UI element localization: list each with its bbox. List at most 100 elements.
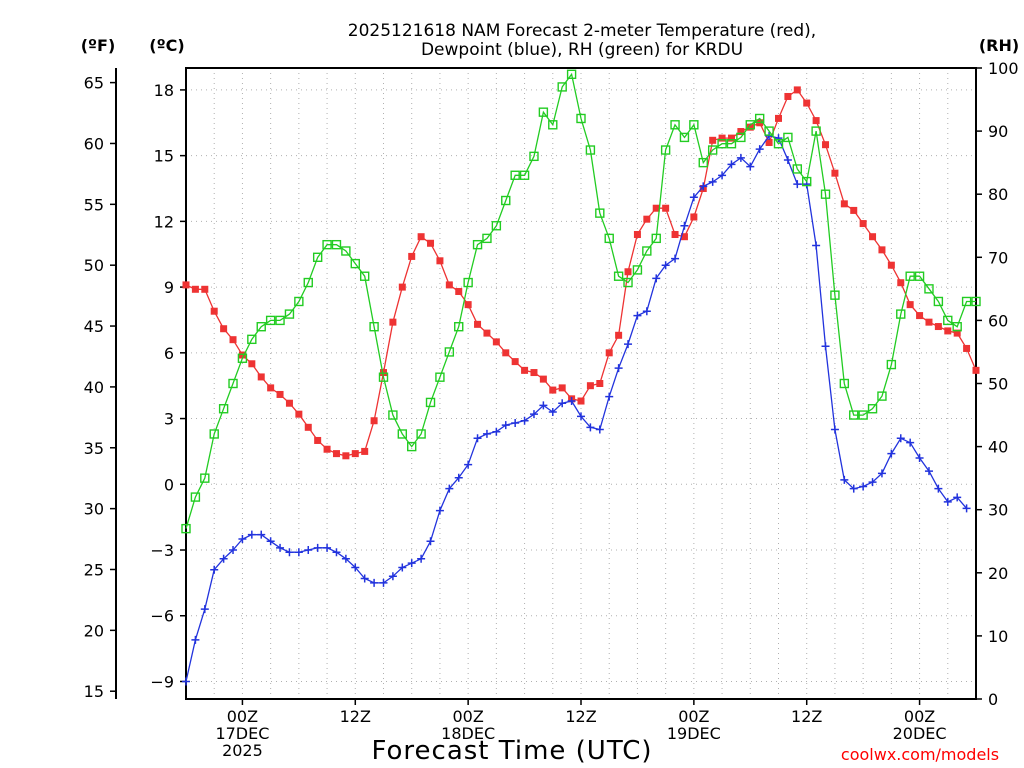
dewpoint-point <box>793 180 802 189</box>
2-meter-temperature-point <box>803 99 811 107</box>
2-meter-temperature-point <box>238 351 246 359</box>
dewpoint-point <box>501 421 510 430</box>
rh-point <box>585 145 596 155</box>
fahrenheit-tick-label: 40 <box>84 378 104 397</box>
dewpoint-point <box>642 307 651 316</box>
2-meter-temperature-point <box>784 92 792 100</box>
2-meter-temperature-point <box>201 285 209 293</box>
rh-point <box>623 277 633 288</box>
dewpoint-point <box>332 548 341 557</box>
2-meter-temperature-point <box>746 123 754 131</box>
2-meter-temperature-point <box>492 338 500 346</box>
2-meter-temperature-point <box>389 318 397 326</box>
dewpoint-point <box>689 193 698 202</box>
rh-point <box>566 69 577 80</box>
rh-point <box>200 473 210 483</box>
dewpoint-point <box>398 563 407 572</box>
2-meter-temperature-point <box>793 86 801 94</box>
2-meter-temperature-point <box>718 134 726 142</box>
2-meter-temperature-point <box>417 233 425 241</box>
dewpoint-point <box>680 221 689 230</box>
2-meter-temperature-point <box>615 331 623 339</box>
celsius-tick-label: 3 <box>164 410 174 429</box>
rh-point <box>924 284 934 294</box>
2-meter-temperature-point <box>220 325 228 333</box>
2-meter-temperature-point <box>257 373 265 381</box>
dewpoint-point <box>370 578 379 587</box>
dewpoint-point <box>652 274 661 283</box>
dewpoint-point <box>633 311 642 320</box>
rh-point <box>256 322 266 332</box>
dewpoint-point <box>182 677 190 686</box>
x-tick-label: 00Z <box>678 707 709 726</box>
2-meter-temperature-point <box>351 450 359 458</box>
rh-tick-label: 80 <box>988 185 1008 204</box>
2-meter-temperature-point <box>878 246 886 254</box>
dewpoint-point <box>266 537 275 546</box>
fahrenheit-tick-label: 15 <box>84 682 104 701</box>
rh-point <box>736 132 746 143</box>
x-tick-label: 17DEC <box>215 724 269 743</box>
dewpoint-point <box>830 425 839 434</box>
dewpoint-point <box>473 434 482 443</box>
2-meter-temperature-point <box>295 410 303 418</box>
2-meter-temperature-point <box>596 380 604 387</box>
rh-point <box>726 139 737 149</box>
dewpoint-point <box>379 578 388 587</box>
rh-point <box>576 113 586 124</box>
rh-point <box>407 441 417 452</box>
rh-point <box>632 265 643 275</box>
rh-point <box>754 113 765 124</box>
rh-point <box>914 271 925 281</box>
celsius-tick-label: 15 <box>154 147 174 166</box>
rh-point <box>548 120 558 130</box>
2-meter-temperature-point <box>285 399 293 407</box>
rh-point <box>802 176 812 187</box>
dewpoint-point <box>276 543 285 552</box>
2-meter-temperature-point <box>822 141 830 149</box>
2-meter-temperature-point <box>577 397 585 405</box>
rh-point <box>435 372 445 382</box>
rh-tick-label: 10 <box>988 627 1008 646</box>
2-meter-temperature-point <box>831 169 839 177</box>
rh-tick-label: 50 <box>988 375 1008 394</box>
dewpoint-point <box>699 182 708 191</box>
dewpoint-point <box>595 425 604 434</box>
celsius-tick-label: −9 <box>150 672 174 691</box>
celsius-tick-label: −3 <box>150 541 174 560</box>
rh-point <box>867 404 878 414</box>
celsius-tick-label: 18 <box>154 81 174 100</box>
rh-point <box>491 221 502 231</box>
dewpoint-point <box>257 530 266 539</box>
fahrenheit-tick-label: 55 <box>84 195 104 214</box>
rh-point <box>811 126 821 136</box>
rh-point <box>698 157 708 168</box>
2-meter-temperature-point <box>361 447 369 455</box>
rh-tick-label: 60 <box>988 311 1008 330</box>
rh-point <box>820 189 831 199</box>
x-tick-label: 12Z <box>340 707 371 726</box>
dewpoint-point <box>210 565 219 574</box>
rh-line <box>185 72 976 529</box>
dewpoint-point <box>464 460 473 469</box>
rh-point <box>961 296 972 307</box>
rh-point <box>228 378 238 389</box>
rh-point <box>237 353 248 363</box>
x-tick-label: 20DEC <box>893 724 947 743</box>
rh-point <box>247 334 257 345</box>
dewpoint-point <box>624 340 633 349</box>
rh-point <box>849 410 859 420</box>
dewpoint-point <box>567 397 576 406</box>
rh-point <box>933 296 944 307</box>
x-tick-label: 18DEC <box>441 724 495 743</box>
dewpoint-point <box>765 131 774 140</box>
rh-point <box>745 120 755 130</box>
2-meter-temperature-point <box>680 233 688 241</box>
2-meter-temperature-point <box>737 128 745 136</box>
dewpoint-point <box>868 478 877 487</box>
rh-point <box>858 410 868 420</box>
dewpoint-point <box>454 473 463 482</box>
2-meter-temperature-point <box>887 261 895 269</box>
2-meter-temperature-point <box>248 360 256 368</box>
